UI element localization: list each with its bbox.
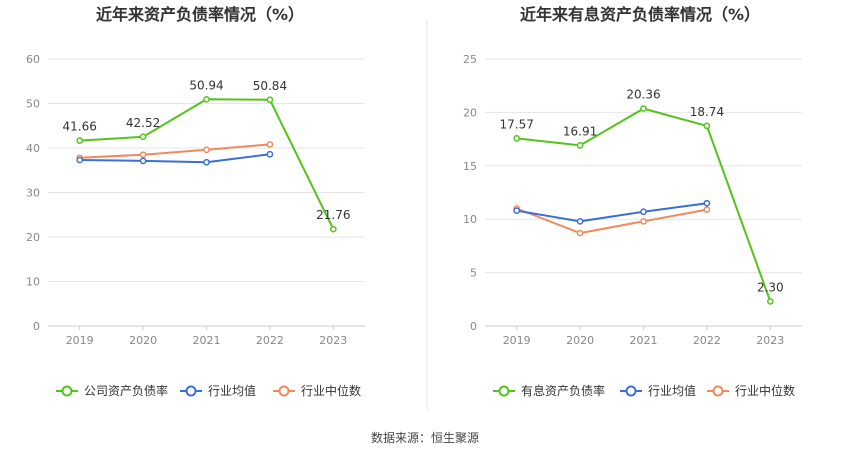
series-line-2 [79,153,271,164]
series-line-2 [516,202,708,223]
data-point[interactable] [203,146,210,154]
y-tick-label: 25 [463,53,477,66]
legend-item-3[interactable]: 行业中位数 [707,383,795,398]
x-tick-label: 2022 [693,334,721,347]
y-tick-label: 0 [470,320,477,333]
x-tick-label: 2019 [503,334,531,347]
legend-item-3[interactable]: 行业中位数 [273,383,361,398]
data-point[interactable] [76,156,84,164]
legend-label: 公司资产负债率 [84,383,168,398]
data-point[interactable] [139,151,147,159]
data-point[interactable] [266,96,274,104]
data-point[interactable] [703,199,711,207]
y-tick-label: 60 [26,53,40,66]
chart-title: 近年来资产负债率情况（%） [96,5,304,24]
y-tick-label: 20 [26,231,40,244]
data-point[interactable] [703,122,711,130]
data-label: 42.52 [126,116,160,130]
legend-item-1[interactable]: 公司资产负债率 [56,383,168,398]
y-tick-label: 50 [26,98,40,111]
data-point[interactable] [513,207,521,215]
y-tick-label: 10 [26,276,40,289]
data-point[interactable] [329,225,337,233]
data-point[interactable] [139,157,147,165]
y-tick-label: 10 [463,213,477,226]
legend-item-2[interactable]: 行业均值 [180,383,256,398]
legend-swatch-marker [712,385,724,397]
x-tick-label: 2023 [756,334,784,347]
x-tick-label: 2020 [129,334,157,347]
data-label: 50.84 [253,79,287,93]
y-tick-label: 15 [463,160,477,173]
legend-swatch-marker [278,385,290,397]
chart-title: 近年来有息资产负债率情况（%） [520,5,760,24]
data-label: 41.66 [63,120,97,134]
data-label: 17.57 [500,117,534,131]
y-tick-label: 40 [26,142,40,155]
legend-label: 行业中位数 [735,383,795,398]
data-point[interactable] [203,95,210,103]
data-point[interactable] [266,141,274,148]
legend-swatch-marker [61,385,73,397]
series-line-3 [79,143,270,159]
legend-swatch-marker [625,385,637,397]
data-point[interactable] [76,137,84,144]
data-point[interactable] [640,105,647,112]
x-tick-label: 2023 [319,334,347,347]
data-point[interactable] [576,229,584,237]
x-tick-label: 2021 [193,334,221,347]
y-tick-label: 0 [33,320,40,333]
legend-label: 行业均值 [208,383,256,398]
legend-label: 行业均值 [648,383,696,398]
chart-panel-1: 近年来资产负债率情况（%） 0 10 20 30 40 50 60 2019 2020 2021 20… [26,5,365,398]
chart-panel-2: 近年来有息资产负债率情况（%） 0 5 10 15 20 25 2019 2020 2021 202… [463,5,802,398]
data-point[interactable] [513,135,521,142]
data-label: 2.30 [757,280,784,294]
y-tick-label: 5 [470,267,477,280]
data-label: 50.94 [189,78,223,92]
legend-item-1[interactable]: 有息资产负债率 [493,383,605,398]
data-label: 20.36 [626,88,660,102]
x-tick-label: 2019 [66,334,94,347]
data-point[interactable] [139,133,147,141]
data-label: 21.76 [316,208,350,222]
legend-swatch-marker [498,385,510,397]
x-tick-label: 2021 [630,334,658,347]
y-tick-label: 20 [463,106,477,119]
data-point[interactable] [640,217,647,225]
data-point[interactable] [640,208,647,216]
y-tick-label: 30 [26,187,40,200]
data-point[interactable] [576,142,584,149]
series-line-3 [516,207,708,235]
data-source-note: 数据来源：恒生聚源 [371,430,479,445]
data-point[interactable] [266,150,274,158]
legend-item-2[interactable]: 行业均值 [620,383,696,398]
x-tick-label: 2020 [566,334,594,347]
data-point[interactable] [703,206,711,213]
legend-label: 行业中位数 [301,383,361,398]
x-tick-label: 2022 [256,334,284,347]
data-point[interactable] [766,298,774,305]
data-label: 16.91 [563,124,597,138]
data-point[interactable] [576,217,584,225]
legend-swatch-marker [185,385,197,397]
data-label: 18.74 [690,105,724,119]
legend-label: 有息资产负债率 [521,383,605,398]
data-point[interactable] [203,158,210,166]
